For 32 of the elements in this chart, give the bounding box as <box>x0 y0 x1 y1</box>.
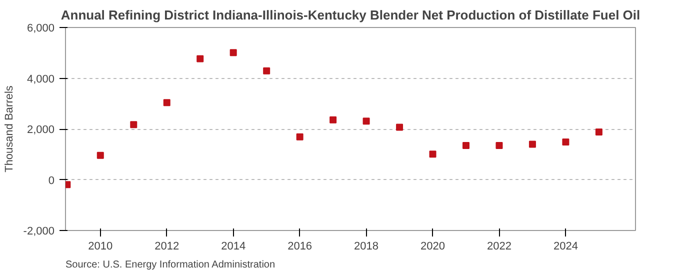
point <box>462 142 470 149</box>
chart-title: Annual Refining District Indiana-Illinois-Kentucky Blender Net Production of Distillate Fuel Oil <box>60 8 640 22</box>
source-note: Source: U.S. Energy Information Administration <box>66 260 276 270</box>
x-tick-label: 2010 <box>88 240 113 252</box>
point <box>96 152 104 159</box>
y-tick-label: 6,000 <box>26 22 55 34</box>
point <box>330 116 337 124</box>
point <box>296 133 304 140</box>
x-tick-label: 2020 <box>420 240 446 252</box>
x-tick-label: 2022 <box>486 240 512 252</box>
y-tick-label: -2,000 <box>23 226 55 238</box>
point <box>196 55 204 62</box>
point <box>130 121 138 128</box>
x-tick-label: 2012 <box>154 240 180 252</box>
x-tick-label: 2024 <box>553 240 578 252</box>
point <box>263 67 270 74</box>
point <box>528 140 536 148</box>
point <box>396 124 404 131</box>
point <box>496 142 503 149</box>
point <box>429 150 436 158</box>
x-tick-label: 2018 <box>354 240 379 252</box>
y-axis-title: Thousand Barrels <box>3 85 16 172</box>
point <box>595 128 602 136</box>
point <box>362 118 370 125</box>
x-tick-label: 2016 <box>288 240 312 252</box>
point <box>230 49 237 56</box>
point <box>562 138 570 146</box>
y-tick-label: 2,000 <box>26 124 55 136</box>
point <box>163 99 170 106</box>
y-tick-label: 4,000 <box>26 73 55 86</box>
y-tick-label: 0 <box>48 174 55 187</box>
x-tick-label: 2014 <box>221 240 246 252</box>
